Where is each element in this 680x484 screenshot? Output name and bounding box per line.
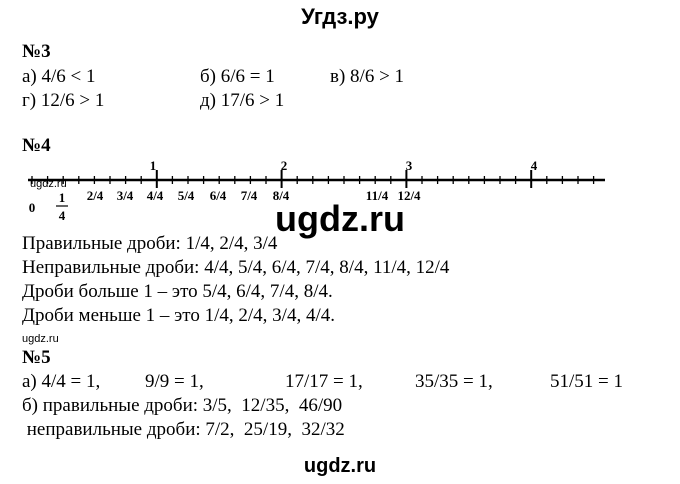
- task-item: 51/51 = 1: [550, 371, 623, 392]
- fraction-label: 3/4: [117, 188, 134, 203]
- fraction-label: 12/4: [397, 188, 421, 203]
- fraction-label: 5/4: [178, 188, 195, 203]
- fraction-label: 7/4: [241, 188, 258, 203]
- task-item: г) 12/6 > 1: [22, 90, 105, 111]
- task-item: 35/35 = 1,: [415, 371, 493, 392]
- task-item: б) 6/6 = 1: [200, 66, 275, 87]
- integer-label: 1: [150, 158, 157, 173]
- fraction-numerator: 1: [59, 190, 66, 205]
- task-item: а) 4/4 = 1,: [22, 371, 101, 392]
- task-item: а) 4/6 < 1: [22, 66, 96, 87]
- task-title: №3: [22, 41, 51, 62]
- zero-label: 0: [29, 200, 36, 215]
- text-line: Правильные дроби: 1/4, 2/4, 3/4: [22, 233, 278, 254]
- ticks: [31, 170, 595, 188]
- text-line: Неправильные дроби: 4/4, 5/4, 6/4, 7/4, …: [22, 257, 450, 278]
- watermark: ugdz.ru: [303, 455, 377, 477]
- integer-label: 4: [531, 158, 538, 173]
- number-line: 1 2 3 4 0 1 4 2/4 3/4 4/4 5/4 6/4 7/4 8/…: [28, 158, 605, 223]
- fraction-label: 11/4: [366, 188, 389, 203]
- task-item: 17/17 = 1,: [285, 371, 363, 392]
- integer-label: 3: [406, 158, 413, 173]
- watermark: ugdz.ru: [275, 198, 405, 239]
- task-item: в) 8/6 > 1: [330, 66, 405, 87]
- fraction-denominator: 4: [59, 208, 66, 223]
- text-line: б) правильные дроби: 3/5, 12/35, 46/90: [22, 395, 343, 416]
- fraction-label: 4/4: [147, 188, 164, 203]
- watermark: ugdz.ru: [22, 333, 59, 345]
- task-item: 9/9 = 1,: [145, 371, 204, 392]
- fraction-label: 8/4: [273, 188, 290, 203]
- watermark: ugdz.ru: [30, 178, 67, 190]
- fraction-label: 6/4: [210, 188, 227, 203]
- header: Угдз.ру: [301, 4, 379, 29]
- task-title: №4: [22, 135, 51, 156]
- task-title: №5: [22, 347, 51, 368]
- task-item: д) 17/6 > 1: [200, 90, 285, 111]
- text-line: Дроби больше 1 – это 5/4, 6/4, 7/4, 8/4.: [22, 281, 333, 302]
- fraction-label: 2/4: [87, 188, 104, 203]
- text-line: Дроби меньше 1 – это 1/4, 2/4, 3/4, 4/4.: [22, 305, 335, 326]
- text-line: неправильные дроби: 7/2, 25/19, 32/32: [22, 419, 345, 440]
- integer-label: 2: [281, 158, 288, 173]
